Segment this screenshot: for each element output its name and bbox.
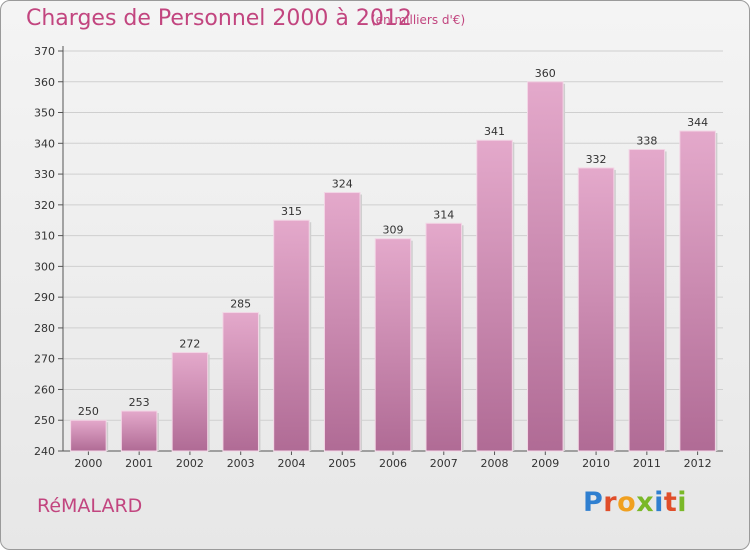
bar-2003 — [222, 312, 259, 452]
logo-letter: i — [654, 487, 664, 518]
logo-letter: x — [636, 487, 655, 518]
bar-2012 — [679, 130, 716, 452]
bar-2004 — [273, 219, 310, 452]
bar-2007 — [425, 222, 463, 452]
logo-letter: i — [677, 487, 688, 518]
x-tick-label: 2003 — [227, 457, 255, 470]
y-tick-label: 310 — [34, 230, 55, 243]
data-label-2008: 341 — [484, 125, 505, 138]
x-tick-label: 2010 — [582, 457, 610, 470]
bar-2000 — [70, 419, 107, 452]
y-tick-label: 250 — [34, 414, 55, 427]
data-label-2007: 314 — [433, 208, 454, 221]
chart-title: Charges de Personnel 2000 à 2012 — [26, 6, 412, 31]
x-tick-label: 2005 — [328, 457, 356, 470]
x-tick-label: 2006 — [379, 457, 407, 470]
data-label-2006: 309 — [383, 224, 404, 237]
y-tick-label: 280 — [34, 322, 55, 335]
data-label-2005: 324 — [332, 178, 353, 191]
x-tick-label: 2008 — [481, 457, 509, 470]
y-tick-label: 290 — [34, 291, 55, 304]
x-tick-label: 2000 — [74, 457, 102, 470]
bar-2002 — [171, 352, 209, 452]
bar-2009 — [527, 81, 564, 452]
logo-letter: o — [617, 487, 637, 518]
logo-letter: P — [583, 487, 604, 518]
x-tick-label: 2001 — [125, 457, 153, 470]
data-label-2000: 250 — [78, 405, 99, 418]
bar-2008 — [476, 139, 513, 452]
bar-2010 — [577, 167, 615, 452]
logo-letter: r — [603, 487, 618, 518]
bar-2011 — [628, 148, 666, 452]
chart-subtitle: (en milliers d'€) — [371, 13, 466, 27]
data-label-2010: 332 — [586, 153, 607, 166]
y-tick-label: 320 — [34, 199, 55, 212]
logo-letter: t — [663, 487, 678, 518]
x-tick-label: 2002 — [176, 457, 204, 470]
data-label-2012: 344 — [687, 116, 708, 129]
x-tick-label: 2011 — [633, 457, 661, 470]
bar-2001 — [120, 410, 158, 452]
x-tick-label: 2009 — [531, 457, 559, 470]
y-tick-label: 350 — [34, 107, 55, 120]
data-label-2009: 360 — [535, 67, 556, 80]
proxiti-logo: Proxiti — [583, 487, 687, 518]
place-name: RéMALARD — [37, 495, 143, 517]
data-label-2011: 338 — [636, 134, 657, 147]
x-tick-label: 2012 — [684, 457, 712, 470]
y-tick-label: 370 — [34, 45, 55, 58]
axes: 240 250 260 270 280 290 300 310 320 330 340 350 360 3… — [34, 45, 723, 470]
data-label-2003: 285 — [230, 298, 251, 311]
bar-2006 — [374, 238, 412, 452]
data-label-2002: 272 — [179, 338, 200, 351]
data-label-2004: 315 — [281, 205, 302, 218]
y-tick-label: 260 — [34, 383, 55, 396]
x-tick-label: 2004 — [277, 457, 305, 470]
x-tick-label: 2007 — [430, 457, 458, 470]
y-tick-label: 340 — [34, 137, 55, 150]
y-tick-label: 360 — [34, 76, 55, 89]
bar-2005 — [323, 192, 361, 452]
data-labels: 250 253 272 285 315 324 309 314 341 360 332 338 344 — [78, 67, 708, 418]
y-tick-label: 240 — [34, 445, 55, 458]
y-tick-label: 270 — [34, 353, 55, 366]
data-label-2001: 253 — [129, 396, 150, 409]
bars — [70, 81, 718, 452]
y-tick-label: 330 — [34, 168, 55, 181]
y-tick-label: 300 — [34, 260, 55, 273]
